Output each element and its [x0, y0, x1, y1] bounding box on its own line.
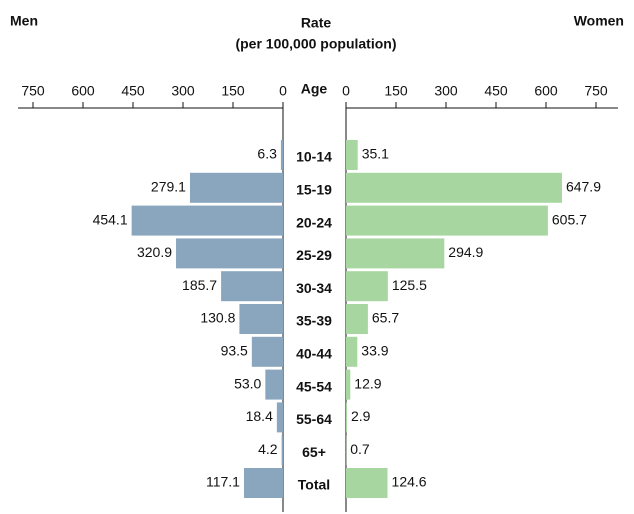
chart-subtitle: (per 100,000 population) — [235, 36, 396, 52]
category-label: 65+ — [302, 444, 326, 460]
value-label: 2.9 — [351, 408, 371, 424]
value-label: 605.7 — [552, 211, 587, 227]
chart-title: Rate — [301, 15, 332, 31]
value-label: 53.0 — [234, 375, 261, 391]
bar — [276, 402, 283, 433]
value-label: 185.7 — [182, 277, 217, 293]
left-tick-label: 600 — [71, 83, 95, 99]
bar — [221, 271, 283, 302]
bar — [189, 172, 283, 203]
value-label: 33.9 — [361, 343, 388, 359]
category-label: 40-44 — [296, 346, 332, 362]
right-tick-label: 600 — [534, 83, 558, 99]
category-label: 10-14 — [296, 149, 332, 165]
category-label: 30-34 — [296, 280, 332, 296]
bar — [280, 140, 283, 170]
category-label: 55-64 — [296, 411, 332, 427]
category-label: 45-54 — [296, 378, 332, 394]
right-tick-label: 750 — [584, 83, 608, 99]
men-header: Men — [10, 13, 38, 29]
bar — [131, 205, 283, 236]
right-tick-label: 150 — [384, 83, 408, 99]
bar — [346, 402, 347, 433]
left-tick-label: 150 — [221, 83, 245, 99]
value-label: 0.7 — [350, 441, 370, 457]
category-label: 15-19 — [296, 182, 332, 198]
value-label: 125.5 — [392, 277, 427, 293]
bar — [251, 336, 283, 367]
value-label: 35.1 — [362, 146, 389, 162]
bar — [281, 435, 283, 466]
value-label: 65.7 — [372, 310, 399, 326]
value-label: 130.8 — [200, 310, 235, 326]
value-label: 12.9 — [354, 375, 381, 391]
bar — [265, 369, 283, 400]
bar — [346, 140, 358, 170]
left-tick-label: 0 — [279, 83, 287, 99]
bar — [346, 369, 351, 400]
category-label: 20-24 — [296, 214, 332, 230]
bar — [176, 238, 283, 269]
value-label: 117.1 — [206, 474, 240, 490]
category-label: 35-39 — [296, 313, 332, 329]
value-label: 6.3 — [257, 146, 277, 162]
value-label: 124.6 — [392, 474, 427, 490]
value-label: 320.9 — [137, 244, 172, 260]
category-label: Total — [298, 477, 330, 493]
age-label: Age — [301, 81, 328, 97]
value-label: 279.1 — [151, 179, 186, 195]
right-tick-label: 0 — [342, 83, 350, 99]
bar — [239, 304, 283, 334]
value-label: 18.4 — [246, 408, 273, 424]
value-label: 93.5 — [221, 343, 248, 359]
left-tick-label: 300 — [171, 83, 195, 99]
value-label: 4.2 — [258, 441, 278, 457]
women-header: Women — [574, 13, 624, 29]
category-label: 25-29 — [296, 247, 332, 263]
bar — [346, 304, 368, 334]
value-label: 454.1 — [93, 211, 128, 227]
bar — [346, 336, 358, 367]
bar — [346, 238, 445, 269]
bar — [346, 271, 388, 302]
value-label: 294.9 — [448, 244, 483, 260]
bar — [346, 468, 388, 498]
right-tick-label: 300 — [434, 83, 458, 99]
value-label: 647.9 — [566, 179, 601, 195]
left-tick-label: 450 — [121, 83, 145, 99]
bar — [346, 205, 548, 236]
bar — [243, 468, 283, 498]
bar — [346, 172, 562, 203]
right-tick-label: 450 — [484, 83, 508, 99]
left-tick-label: 750 — [21, 83, 45, 99]
